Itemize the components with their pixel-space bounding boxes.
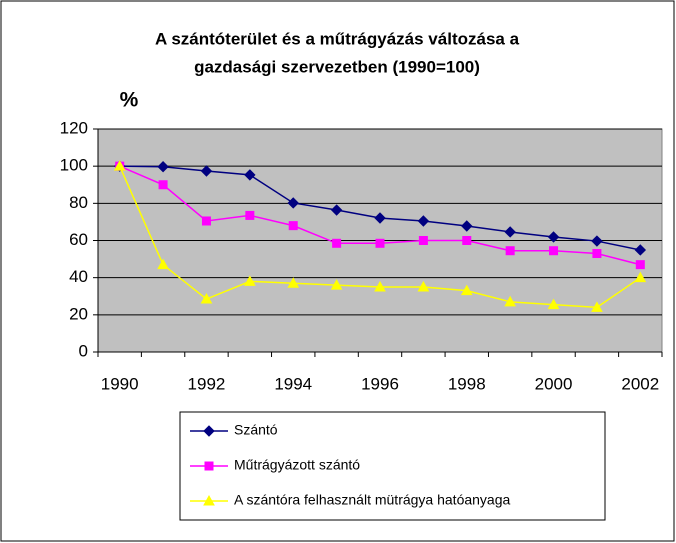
marker — [157, 161, 169, 173]
marker — [243, 275, 256, 286]
marker — [505, 246, 515, 256]
x-tick-label: 1996 — [361, 374, 399, 393]
chart-title: gazdasági szervezetben (1990=100) — [194, 57, 480, 76]
chart-title: A szántóterület és a műtrágyázás változá… — [155, 29, 520, 48]
marker — [200, 293, 213, 304]
marker — [287, 197, 299, 209]
marker — [288, 221, 298, 231]
marker — [245, 210, 255, 220]
y-tick-label: 40 — [69, 267, 88, 286]
marker — [634, 244, 647, 256]
marker — [504, 226, 516, 238]
y-tick-label: 20 — [69, 304, 88, 323]
marker — [330, 204, 343, 216]
marker — [200, 165, 213, 177]
marker — [417, 280, 430, 292]
x-tick-label: 2000 — [535, 374, 573, 393]
marker — [332, 238, 342, 248]
marker — [417, 215, 430, 227]
marker — [547, 231, 560, 243]
marker — [418, 236, 428, 245]
x-tick-label: 1994 — [274, 374, 312, 393]
marker — [374, 280, 386, 292]
marker — [635, 260, 645, 270]
y-tick-label: 120 — [60, 118, 88, 137]
marker — [203, 494, 215, 506]
marker — [549, 246, 559, 256]
marker — [204, 461, 214, 471]
y-tick-label: 0 — [79, 341, 88, 360]
marker — [113, 160, 126, 171]
marker — [201, 216, 211, 226]
marker — [287, 277, 300, 288]
y-tick-label: 100 — [60, 156, 88, 175]
marker — [157, 258, 169, 270]
legend-label: A szántóra felhasznált mütrágya hatóanya… — [234, 492, 511, 508]
marker — [634, 271, 647, 283]
marker — [462, 236, 472, 245]
marker — [592, 249, 602, 259]
x-tick-label: 1990 — [101, 374, 139, 393]
marker — [203, 425, 215, 437]
marker — [547, 298, 560, 310]
y-tick-label: 60 — [69, 230, 88, 249]
marker — [460, 284, 473, 296]
legend-label: Műtrágyázott szántó — [234, 457, 360, 473]
x-tick-label: 2002 — [621, 374, 659, 393]
marker — [591, 301, 603, 312]
marker — [330, 279, 343, 290]
marker — [374, 212, 386, 224]
marker — [375, 238, 385, 248]
marker — [461, 220, 473, 232]
x-tick-label: 1992 — [188, 374, 226, 393]
marker — [591, 235, 603, 247]
x-tick-label: 1998 — [448, 374, 486, 393]
legend-label: Szántó — [234, 422, 278, 438]
legend — [179, 411, 606, 521]
marker — [504, 295, 517, 307]
y-tick-label: 80 — [69, 193, 88, 212]
marker — [158, 180, 168, 190]
y-axis-label: % — [120, 89, 139, 112]
marker — [244, 169, 256, 181]
